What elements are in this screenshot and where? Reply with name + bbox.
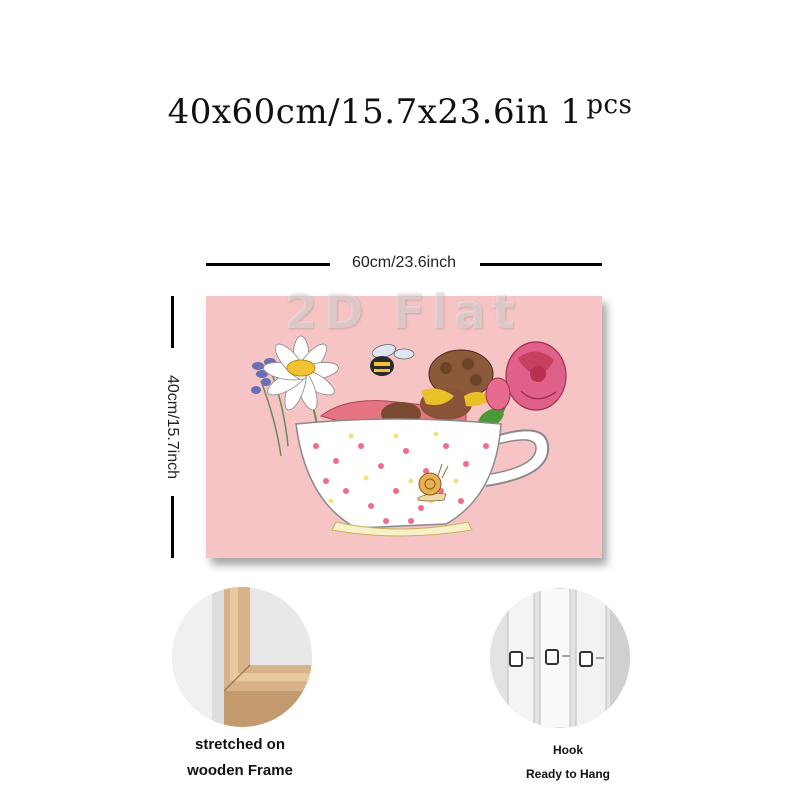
teacup-artwork [251,335,567,537]
height-line-top [171,296,174,348]
snail [417,463,449,502]
width-line-right [480,263,602,266]
product-title: 40x60cm/15.7x23.6in 1 pcs [0,90,800,132]
fairy [319,349,494,429]
pcs-suffix: pcs [586,90,633,120]
frame-caption-line1: stretched on [194,736,285,753]
hook-caption-line2: Ready to Hang [525,767,610,781]
hook-caption-line1: Hook [553,743,583,757]
height-line-bottom [171,496,174,558]
height-label: 40cm/15.7inch [164,374,181,480]
width-dimension: 60cm/23.6inch [206,252,602,276]
wooden-frame-photo [172,587,312,727]
frame-caption: stretched on wooden Frame [160,732,320,784]
width-label: 60cm/23.6inch [351,254,457,271]
peony [478,341,567,428]
lavender-left [260,370,289,457]
width-line-left [206,263,330,266]
daisy [263,335,339,437]
wooden-frame-corner-icon [172,587,312,727]
teacup-body [295,418,502,529]
canvas-print: 2D Flat [206,284,602,558]
size-title: 40x60cm/15.7x23.6in 1 [167,92,583,132]
hook-caption: Hook Ready to Hang [490,738,646,786]
hanging-hooks-icon [490,588,630,728]
bee [370,344,415,376]
hooks-photo [490,588,630,728]
height-dimension: 40cm/15.7inch [160,296,184,558]
watermark: 2D Flat [284,284,521,340]
frame-caption-line2: wooden Frame [187,762,293,779]
